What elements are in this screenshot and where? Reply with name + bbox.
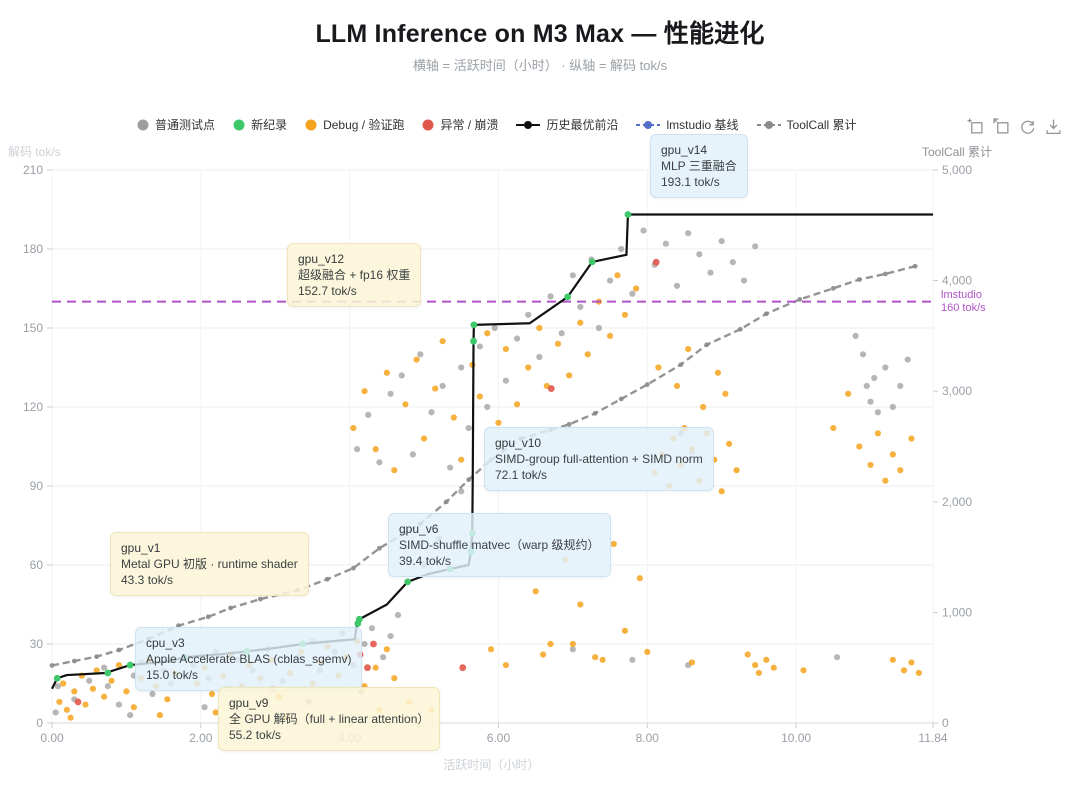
svg-text:0: 0 bbox=[36, 716, 43, 730]
svg-text:210: 210 bbox=[23, 163, 43, 177]
legend-dot-icon bbox=[233, 119, 245, 130]
legend-item-5[interactable]: 历史最优前沿 bbox=[516, 116, 618, 133]
legend-label: Debug / 验证跑 bbox=[323, 118, 405, 132]
annotation-gpu_v1: gpu_v1 Metal GPU 初版 · runtime shader 43.3 … bbox=[110, 532, 309, 596]
left-axis-title: 解码 tok/s bbox=[8, 145, 61, 159]
restore-icon[interactable] bbox=[1019, 118, 1036, 135]
annotation-name: cpu_v3 bbox=[146, 636, 185, 650]
svg-text:5,000: 5,000 bbox=[942, 163, 972, 177]
annotation-name: gpu_v9 bbox=[229, 696, 269, 710]
legend-item-6[interactable]: lmstudio 基线 bbox=[636, 116, 739, 133]
legend-label: 异常 / 崩溃 bbox=[440, 118, 499, 132]
right-axis-title: ToolCall 累计 bbox=[921, 145, 992, 159]
legend-label: 新纪录 bbox=[251, 118, 288, 132]
legend-item-7[interactable]: ToolCall 累计 bbox=[756, 116, 857, 133]
legend-dot-icon bbox=[422, 119, 434, 130]
legend-dot-icon bbox=[305, 119, 317, 130]
legend-dot-icon bbox=[137, 119, 149, 130]
annotation-desc: MLP 三重融合 bbox=[661, 159, 737, 173]
annotation-name: gpu_v6 bbox=[399, 522, 439, 536]
annotation-desc: Apple Accelerate BLAS (cblas_sgemv) bbox=[146, 652, 352, 666]
legend-item-3[interactable]: Debug / 验证跑 bbox=[305, 116, 404, 133]
svg-text:0.00: 0.00 bbox=[40, 731, 64, 745]
annotation-desc: 全 GPU 解码（full + linear attention） bbox=[229, 712, 430, 726]
svg-text:2,000: 2,000 bbox=[942, 495, 972, 509]
chart-toolbar bbox=[967, 118, 1062, 135]
legend-label: 历史最优前沿 bbox=[546, 118, 619, 132]
svg-text:8.00: 8.00 bbox=[636, 731, 660, 745]
svg-text:90: 90 bbox=[30, 479, 44, 493]
annotation-value: 15.0 tok/s bbox=[146, 668, 199, 682]
annotation-cpu_v3: cpu_v3 Apple Accelerate BLAS (cblas_sgemv… bbox=[135, 627, 363, 691]
legend-label: lmstudio 基线 bbox=[666, 118, 739, 132]
page-title: LLM Inference on M3 Max — 性能进化 bbox=[315, 20, 765, 48]
svg-text:4,000: 4,000 bbox=[942, 274, 972, 288]
annotation-desc: SIMD-shuffle matvec（warp 级规约） bbox=[399, 538, 600, 552]
svg-text:60: 60 bbox=[30, 558, 44, 572]
annotation-value: 55.2 tok/s bbox=[229, 728, 282, 742]
svg-text:1,000: 1,000 bbox=[942, 605, 972, 619]
legend-item-2[interactable]: 新纪录 bbox=[233, 116, 287, 133]
svg-text:150: 150 bbox=[23, 321, 43, 335]
annotation-gpu_v10: gpu_v10 SIMD-group full-attention + SIMD … bbox=[484, 427, 714, 491]
legend-item-1[interactable]: 普通测试点 bbox=[137, 116, 215, 133]
annotation-name: gpu_v12 bbox=[298, 252, 345, 266]
legend-line-icon bbox=[516, 120, 541, 129]
annotation-desc: 超级融合 + fp16 权重 bbox=[298, 268, 411, 282]
annotation-desc: SIMD-group full-attention + SIMD norm bbox=[495, 452, 703, 466]
legend-label: 普通测试点 bbox=[155, 118, 216, 132]
annotation-gpu_v6: gpu_v6 SIMD-shuffle matvec（warp 级规约） 39.4 … bbox=[388, 513, 611, 577]
annotation-gpu_v9: gpu_v9 全 GPU 解码（full + linear attention） 5… bbox=[218, 687, 441, 751]
annotation-value: 72.1 tok/s bbox=[495, 468, 548, 482]
baseline-label-line1: lmstudio bbox=[941, 289, 982, 301]
annotation-value: 39.4 tok/s bbox=[399, 554, 452, 568]
x-axis-title: 活跃时间（小时） bbox=[443, 758, 540, 772]
legend-item-4[interactable]: 异常 / 崩溃 bbox=[422, 116, 498, 133]
annotation-desc: Metal GPU 初版 · runtime shader bbox=[121, 557, 298, 571]
svg-text:2.00: 2.00 bbox=[189, 731, 213, 745]
legend: 普通测试点 新纪录 Debug / 验证跑 异常 / 崩溃 历史最优前沿 lmstudio… bbox=[0, 116, 994, 133]
legend-line-icon bbox=[636, 120, 661, 129]
svg-text:120: 120 bbox=[23, 400, 43, 414]
zoom-reset-icon[interactable] bbox=[993, 118, 1010, 135]
legend-label: ToolCall 累计 bbox=[786, 118, 857, 132]
svg-text:0: 0 bbox=[942, 716, 949, 730]
annotation-value: 152.7 tok/s bbox=[298, 284, 357, 298]
page-subtitle: 横轴 = 活跃时间（小时） · 纵轴 = 解码 tok/s bbox=[412, 58, 668, 73]
annotation-value: 193.1 tok/s bbox=[661, 175, 720, 189]
annotation-value: 43.3 tok/s bbox=[121, 573, 174, 587]
svg-text:6.00: 6.00 bbox=[487, 731, 511, 745]
annotation-name: gpu_v14 bbox=[661, 143, 708, 157]
save-image-icon[interactable] bbox=[1045, 118, 1062, 135]
lmstudio-baseline-label: lmstudio 160 tok/s bbox=[941, 289, 986, 315]
svg-text:11.84: 11.84 bbox=[918, 731, 947, 745]
annotation-name: gpu_v1 bbox=[121, 541, 161, 555]
data-zoom-icon[interactable] bbox=[967, 118, 984, 135]
svg-text:30: 30 bbox=[30, 637, 44, 651]
annotation-gpu_v12: gpu_v12 超级融合 + fp16 权重 152.7 tok/s bbox=[287, 243, 422, 307]
svg-text:3,000: 3,000 bbox=[942, 384, 972, 398]
svg-text:180: 180 bbox=[23, 242, 43, 256]
baseline-label-line2: 160 tok/s bbox=[941, 302, 986, 314]
annotation-gpu_v14: gpu_v14 MLP 三重融合 193.1 tok/s bbox=[650, 134, 748, 198]
legend-line-icon bbox=[756, 120, 781, 129]
annotation-name: gpu_v10 bbox=[495, 436, 542, 450]
svg-text:10.00: 10.00 bbox=[781, 731, 811, 745]
